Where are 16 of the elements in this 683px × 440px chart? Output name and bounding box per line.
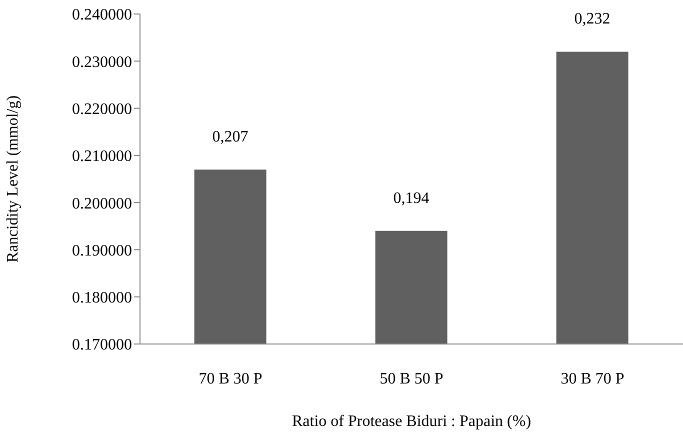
- y-tick-label: 0.220000: [72, 100, 132, 118]
- y-tick-label: 0.180000: [72, 290, 132, 307]
- data-label: 0,232: [574, 10, 610, 28]
- y-axis-title: Rancidity Level (mmol/g): [4, 95, 22, 263]
- y-tick-label: 0.230000: [72, 54, 132, 71]
- y-tick-label: 0.240000: [72, 6, 132, 24]
- x-tick-label: 30 B 70 P: [560, 370, 624, 388]
- x-tick-label: 50 B 50 P: [380, 370, 444, 388]
- data-label: 0,194: [393, 190, 430, 207]
- x-tick-label: 70 B 30 P: [198, 370, 262, 388]
- x-axis-title: Ratio of Protease Biduri : Papain (%): [292, 413, 532, 430]
- y-tick-label: 0.170000: [72, 336, 132, 354]
- y-tick-label: 0.210000: [72, 148, 132, 166]
- y-tick-label: 0.200000: [72, 195, 132, 212]
- data-label: 0,207: [212, 128, 248, 146]
- y-tick-label: 0.190000: [72, 242, 132, 260]
